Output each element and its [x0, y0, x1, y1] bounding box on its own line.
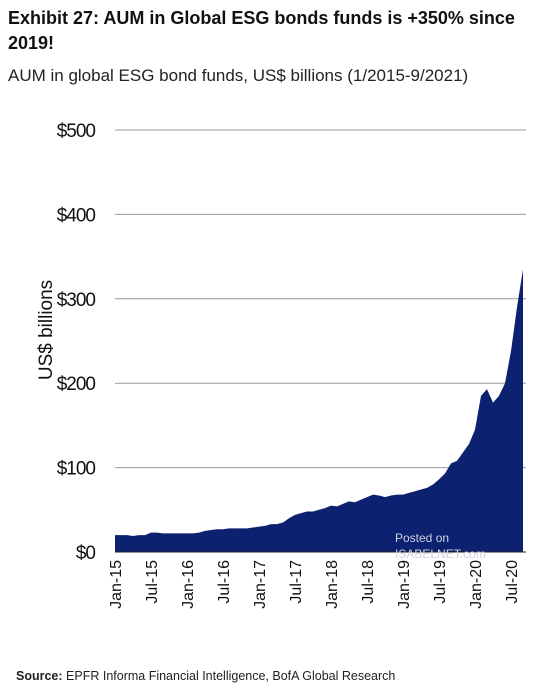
watermark: Posted on	[395, 531, 449, 545]
x-tick-label: Jul-20	[504, 560, 521, 604]
source: Source: EPFR Informa Financial Intellige…	[16, 669, 395, 683]
y-tick-label: $400	[57, 205, 96, 226]
source-text: EPFR Informa Financial Intelligence, Bof…	[66, 669, 396, 683]
x-tick-label: Jul-15	[144, 560, 161, 604]
x-tick-label: Jan-15	[108, 560, 125, 609]
x-tick-label: Jan-19	[396, 560, 413, 609]
x-tick-label: Jul-17	[288, 560, 305, 604]
x-tick-label: Jan-17	[252, 560, 269, 609]
x-tick-label: Jul-19	[432, 560, 449, 604]
x-tick-label: Jul-16	[216, 560, 233, 604]
chart-subtitle: AUM in global ESG bond funds, US$ billio…	[8, 66, 469, 85]
x-tick-label: Jan-20	[468, 560, 485, 609]
y-tick-label: $500	[57, 121, 96, 142]
chart-title: Exhibit 27: AUM in Global ESG bonds fund…	[8, 8, 515, 53]
y-tick-label: $200	[57, 374, 96, 395]
y-axis-label: US$ billions	[36, 280, 57, 380]
x-tick-label: Jul-18	[360, 560, 377, 604]
y-tick-label: $300	[57, 290, 96, 311]
x-tick-label: Jan-16	[180, 560, 197, 609]
y-tick-label: $100	[57, 459, 96, 480]
x-tick-label: Jan-18	[324, 560, 341, 609]
source-label: Source:	[16, 669, 63, 683]
area	[115, 269, 523, 552]
watermark: ISABELNET.com	[395, 547, 486, 561]
y-tick-label: $0	[76, 543, 96, 564]
